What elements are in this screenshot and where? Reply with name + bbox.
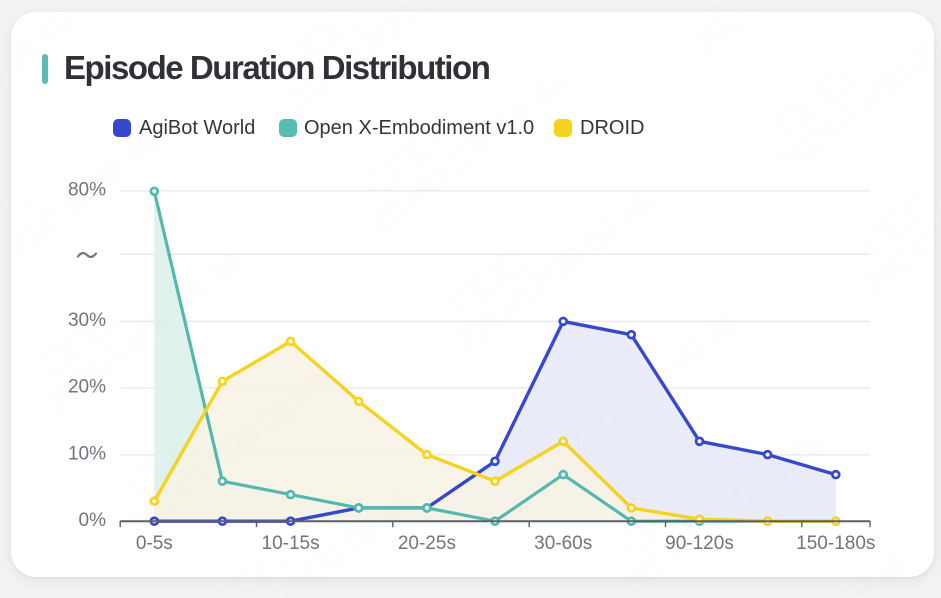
svg-text:2024/12/30 09:46: 2024/12/30 09:46 [193,0,405,1]
svg-text:2024/12/30 09:46: 2024/12/30 09:46 [773,4,941,180]
svg-text:2024/12/30 09:46: 2024/12/30 09:46 [363,64,575,240]
svg-text:0%: 0% [79,510,107,531]
svg-text:30%: 30% [68,310,106,331]
svg-text:2024/12/30 09:46: 2024/12/30 09:46 [0,544,9,598]
svg-text:2024/12/30 09:46: 2024/12/30 09:46 [0,4,79,180]
svg-text:10%: 10% [68,444,106,465]
svg-text:30-60s: 30-60s [534,533,592,554]
svg-text:10-15s: 10-15s [262,533,320,554]
svg-text:90-120s: 90-120s [665,533,734,554]
svg-text:80%: 80% [68,180,106,201]
svg-text:2024/12/30 09:46: 2024/12/30 09:46 [278,0,490,121]
svg-text:150-180s: 150-180s [796,533,875,554]
svg-text:2024/12/30 09:46: 2024/12/30 09:46 [688,0,900,61]
svg-text:20-25s: 20-25s [398,533,456,554]
svg-text:20%: 20% [68,377,106,398]
svg-text:0-5s: 0-5s [136,533,173,554]
